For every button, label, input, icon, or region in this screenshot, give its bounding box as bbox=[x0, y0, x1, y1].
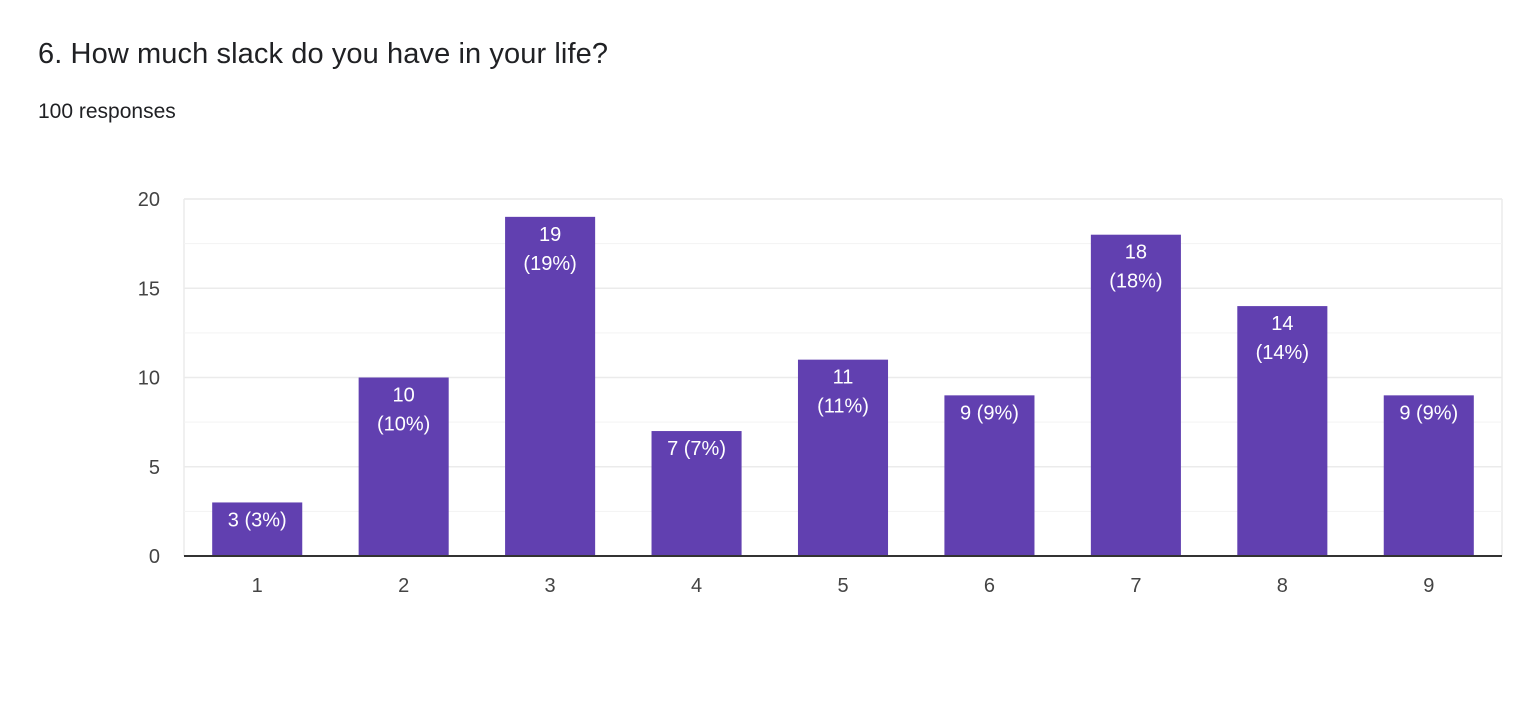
bar-data-label-value: 19 bbox=[539, 224, 561, 246]
bar-8 bbox=[1237, 306, 1328, 556]
bar-2 bbox=[358, 377, 449, 556]
bar-4 bbox=[651, 431, 742, 556]
response-count: 100 responses bbox=[38, 100, 176, 123]
bar-data-label-percent: (19%) bbox=[523, 253, 576, 275]
x-tick-label: 3 bbox=[545, 575, 556, 597]
bar-data-label: 3 (3%) bbox=[228, 509, 287, 531]
x-tick-label: 5 bbox=[837, 575, 848, 597]
x-tick-label: 4 bbox=[691, 575, 702, 597]
bar-6 bbox=[944, 395, 1035, 556]
bar-data-label-value: 18 bbox=[1125, 242, 1147, 264]
x-tick-label: 8 bbox=[1277, 575, 1288, 597]
bar-3 bbox=[505, 216, 596, 556]
bar-data-label-value: 11 bbox=[833, 367, 854, 389]
bar-9 bbox=[1383, 395, 1474, 556]
bar-data-label-percent: (10%) bbox=[377, 414, 430, 436]
y-tick-label: 0 bbox=[149, 546, 160, 568]
x-tick-label: 7 bbox=[1130, 575, 1141, 597]
y-tick-label: 20 bbox=[138, 189, 160, 211]
chart-bars: 3 (3%) 10 (10%) 19 (19%) 7 (7%) 11 (11%) 9 (9%) 1… bbox=[212, 216, 1474, 556]
bar-data-label-value: 14 bbox=[1271, 313, 1293, 335]
bar-1 bbox=[212, 502, 303, 556]
bar-data-label: 9 (9%) bbox=[1399, 402, 1458, 424]
bar-data-label: 9 (9%) bbox=[960, 402, 1019, 424]
bar-data-label-percent: (11%) bbox=[817, 396, 869, 418]
y-tick-label: 5 bbox=[149, 457, 160, 479]
bar-data-label-percent: (18%) bbox=[1109, 271, 1162, 293]
x-tick-label: 1 bbox=[252, 575, 263, 597]
bar-data-label: 7 (7%) bbox=[667, 438, 726, 460]
y-tick-label: 10 bbox=[138, 368, 160, 390]
bar-7 bbox=[1090, 234, 1181, 556]
x-tick-label: 6 bbox=[984, 575, 995, 597]
bar-5 bbox=[797, 359, 889, 556]
bar-data-label-value: 10 bbox=[393, 385, 415, 407]
y-tick-label: 15 bbox=[138, 278, 160, 300]
question-title: 6. How much slack do you have in your li… bbox=[38, 38, 609, 70]
chart-x-axis: 1 2 3 4 5 6 7 8 9 bbox=[184, 555, 1502, 597]
bar-data-label-percent: (14%) bbox=[1256, 342, 1309, 364]
x-tick-label: 9 bbox=[1423, 575, 1434, 597]
x-tick-label: 2 bbox=[398, 575, 409, 597]
chart-y-axis: 0 5 10 15 20 bbox=[138, 189, 160, 568]
